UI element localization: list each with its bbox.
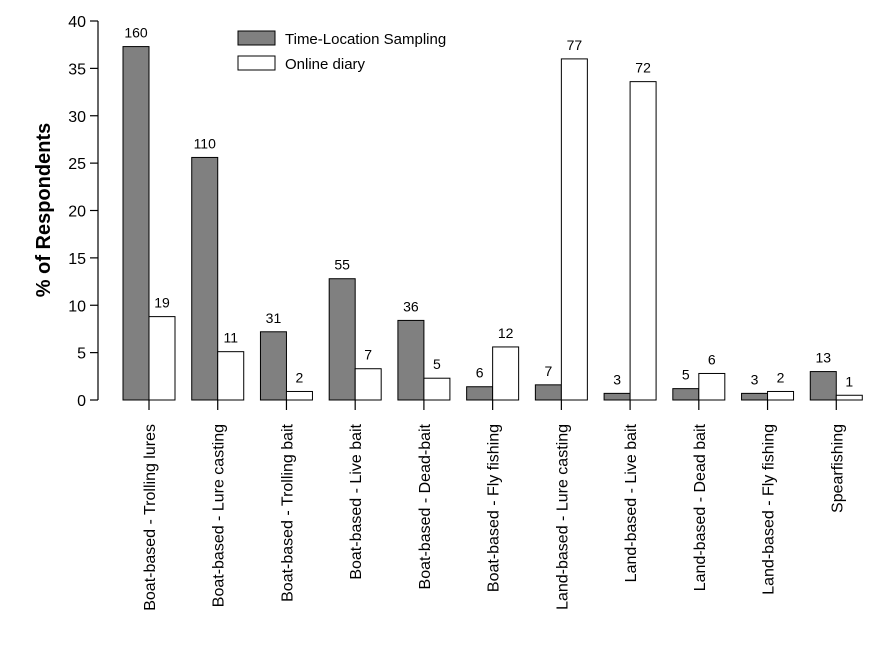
bar-count-label: 2 <box>296 369 304 385</box>
y-tick-label: 25 <box>68 156 86 173</box>
bar-time-location-sampling <box>191 156 219 401</box>
y-tick-label: 10 <box>68 298 86 315</box>
y-tick-label: 20 <box>68 204 86 221</box>
bar-count-label: 110 <box>194 135 217 151</box>
bar-count-label: 3 <box>613 371 621 387</box>
bar-count-label: 19 <box>154 295 170 311</box>
bar-count-label: 5 <box>433 356 441 372</box>
bar-time-location-sampling <box>122 46 150 401</box>
legend-label-online-diary: Online diary <box>285 56 366 73</box>
bar-count-label: 72 <box>635 60 651 76</box>
x-category-label: Land-based - Fly fishing <box>761 424 778 595</box>
bar-online-diary <box>560 58 588 401</box>
legend-label-time-location-sampling: Time-Location Sampling <box>285 31 446 48</box>
x-category-label: Boat-based - Trolling lures <box>142 424 159 611</box>
y-tick-label: 15 <box>68 251 86 268</box>
bar-count-label: 6 <box>476 365 484 381</box>
bar-time-location-sampling <box>466 386 494 401</box>
bar-online-diary <box>285 390 313 401</box>
x-category-label: Spearfishing <box>829 424 846 513</box>
bar-time-location-sampling <box>741 392 769 401</box>
y-tick-label: 5 <box>77 346 86 363</box>
bar-count-label: 160 <box>124 25 148 41</box>
bar-count-label: 12 <box>498 325 514 341</box>
bar-online-diary <box>492 346 520 401</box>
y-tick-label: 35 <box>68 61 86 78</box>
bar-count-label: 3 <box>751 371 759 387</box>
bar-time-location-sampling <box>259 331 287 401</box>
bar-online-diary <box>629 81 657 401</box>
x-category-label: Boat-based - Fly fishing <box>486 424 503 592</box>
y-axis-title: % of Respondents <box>33 123 55 297</box>
bar-count-label: 77 <box>567 37 583 53</box>
bar-count-label: 31 <box>266 310 282 326</box>
x-category-label: Boat-based - Dead-bait <box>417 423 434 589</box>
bar-count-label: 7 <box>364 347 372 363</box>
bar-time-location-sampling <box>328 278 356 401</box>
bar-count-label: 1 <box>845 373 853 389</box>
bar-count-label: 11 <box>223 330 238 346</box>
y-tick-label: 30 <box>68 109 86 126</box>
bar-time-location-sampling <box>397 319 425 401</box>
bar-time-location-sampling <box>603 392 631 401</box>
bar-online-diary <box>767 390 795 401</box>
x-category-label: Boat-based - Lure casting <box>211 424 228 607</box>
bar-count-label: 7 <box>544 363 552 379</box>
legend-swatch-online-diary <box>237 55 276 71</box>
y-tick-label: 0 <box>77 393 86 410</box>
x-category-label: Land-based - Lure casting <box>554 424 571 610</box>
bar-count-label: 6 <box>708 351 716 367</box>
bar-count-label: 5 <box>682 367 690 383</box>
bar-count-label: 2 <box>777 369 785 385</box>
legend-swatch-time-location-sampling <box>237 30 276 46</box>
bar-time-location-sampling <box>809 371 837 401</box>
bar-online-diary <box>835 394 863 401</box>
bar-online-diary <box>698 372 726 401</box>
x-category-label: Boat-based - Live bait <box>348 423 365 579</box>
bar-time-location-sampling <box>534 384 562 401</box>
axis-layer <box>90 20 837 410</box>
bar-online-diary <box>217 351 245 401</box>
bar-time-location-sampling <box>672 388 700 401</box>
bar-online-diary <box>354 368 382 401</box>
bars-layer <box>122 46 863 401</box>
bar-count-label: 13 <box>815 350 831 366</box>
x-category-label: Land-based - Live bait <box>623 423 640 582</box>
bar-online-diary <box>148 316 176 401</box>
bar-count-label: 36 <box>403 298 419 314</box>
x-category-label: Land-based - Dead bait <box>692 423 709 591</box>
bar-count-label: 55 <box>334 257 350 273</box>
x-category-label: Boat-based - Trolling bait <box>279 423 296 601</box>
y-tick-label: 40 <box>68 14 86 31</box>
legend: Time-Location Sampling Online diary <box>237 30 446 73</box>
bar-online-diary <box>423 377 451 401</box>
